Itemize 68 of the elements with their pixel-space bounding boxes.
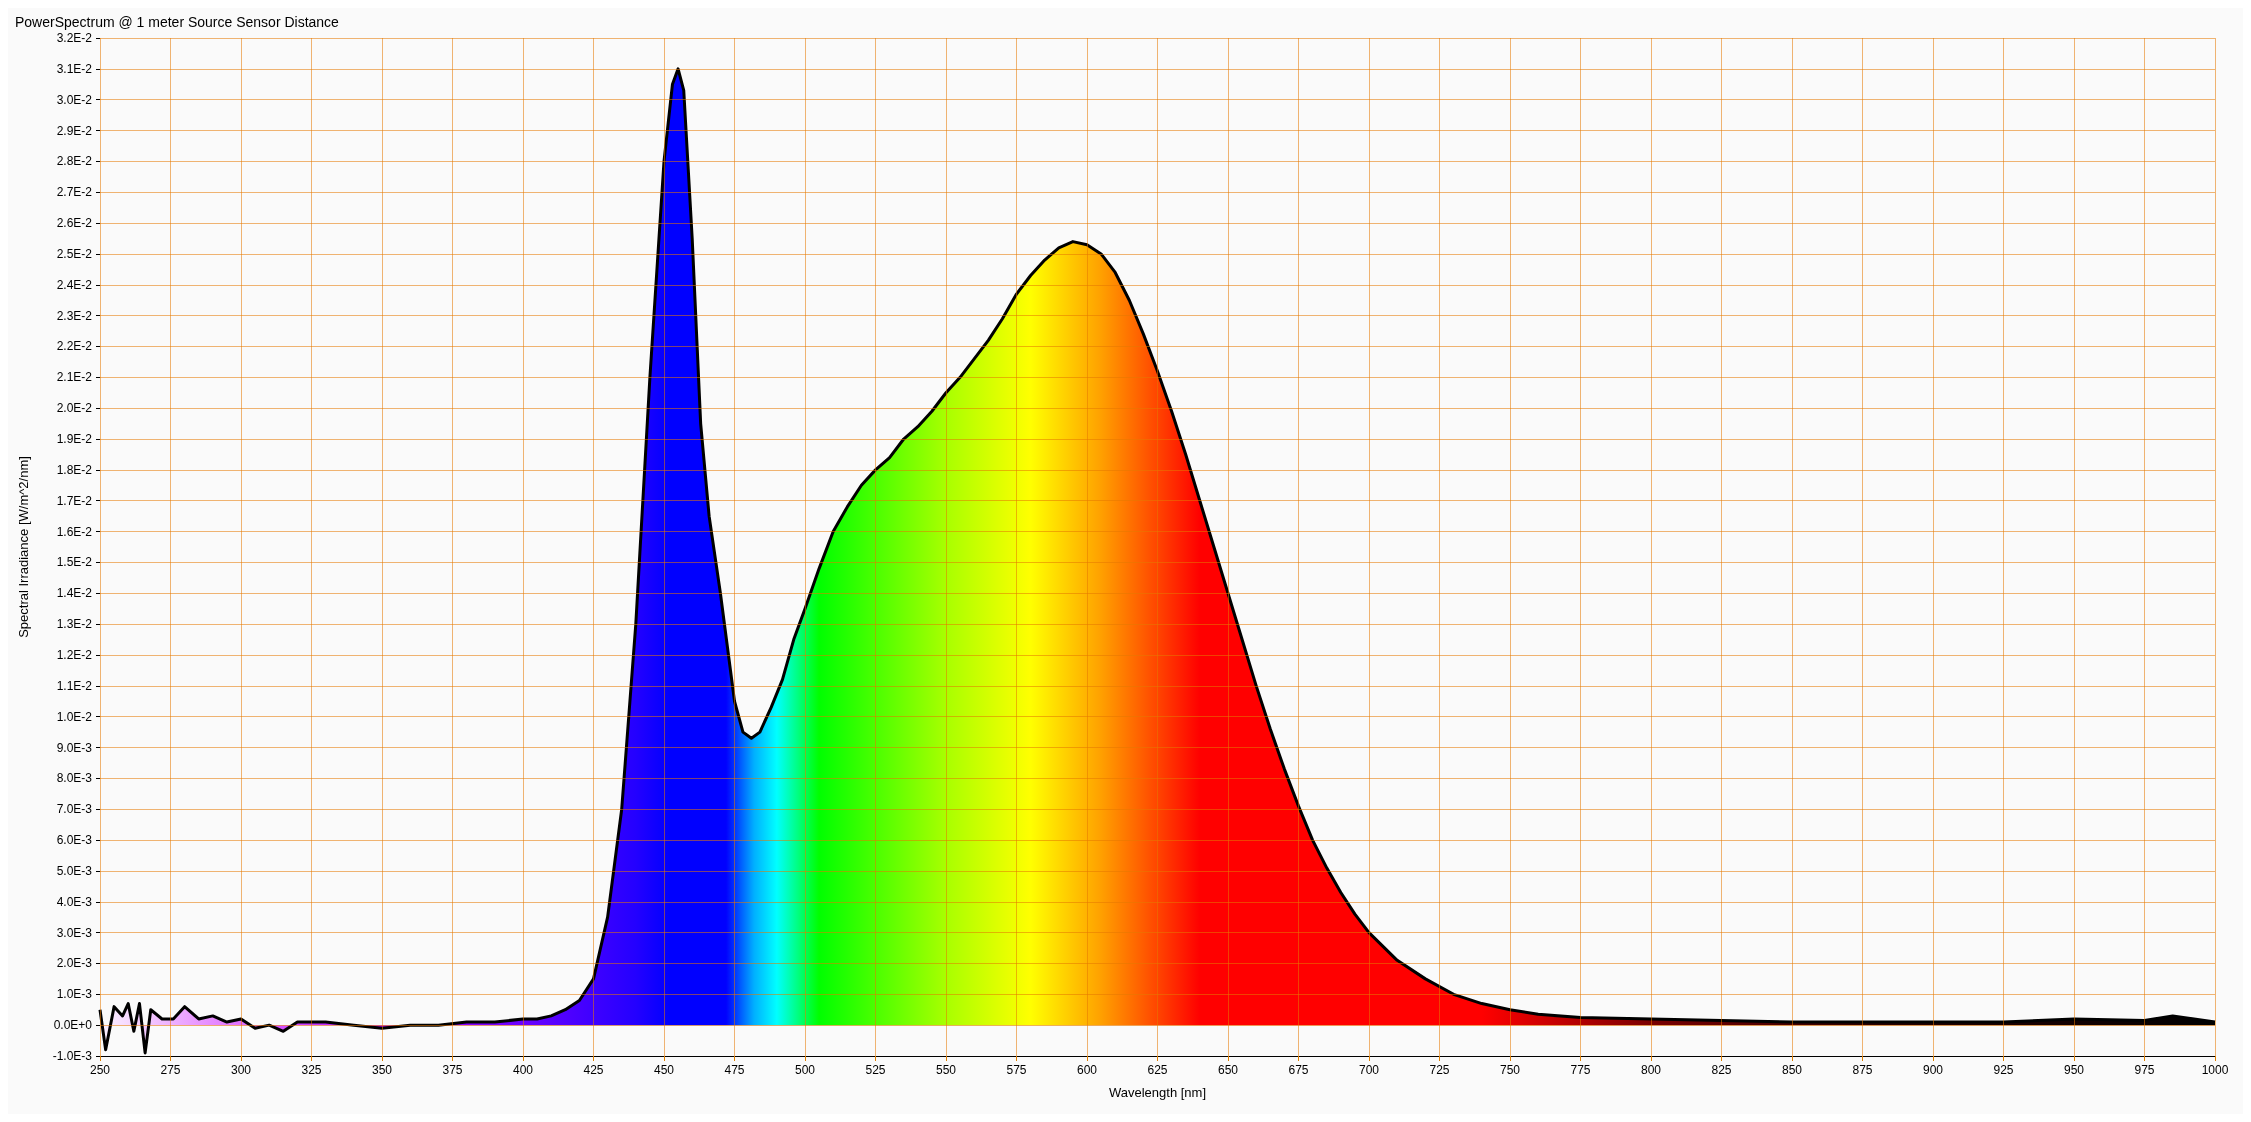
x-tick-label: 375: [442, 1063, 463, 1077]
y-tick-label: 0.0E+0: [53, 1018, 93, 1033]
y-tick-label: 8.0E-3: [56, 771, 93, 786]
x-axis-title: Wavelength [nm]: [1108, 1085, 1207, 1100]
x-tick-label: 475: [724, 1063, 745, 1077]
y-tick-label: 2.0E-2: [56, 401, 93, 416]
y-tick-label: 2.9E-2: [56, 123, 93, 138]
x-tick-label: 725: [1429, 1063, 1450, 1077]
x-tick-label: 800: [1640, 1063, 1662, 1077]
y-tick-label: 2.0E-3: [56, 956, 93, 971]
x-tick-label: 300: [230, 1063, 252, 1077]
y-tick-label: 2.1E-2: [56, 370, 93, 385]
y-tick-label: 3.2E-2: [56, 31, 93, 45]
x-tick-label: 975: [2134, 1063, 2155, 1077]
x-tick-label: 325: [301, 1063, 322, 1077]
y-tick-label: 1.8E-2: [56, 462, 93, 477]
y-tick-label: 1.5E-2: [56, 555, 93, 570]
y-tick-label: 2.2E-2: [56, 339, 93, 354]
chart-title: PowerSpectrum @ 1 meter Source Sensor Distance: [15, 14, 340, 30]
x-tick-label: 700: [1358, 1063, 1380, 1077]
x-tick-label: 425: [583, 1063, 604, 1077]
y-axis-title: Spectral Irradiance [W/m^2/nm]: [16, 456, 31, 638]
y-tick-label: 1.7E-2: [56, 493, 93, 508]
y-tick-label: 3.0E-3: [56, 925, 93, 940]
x-tick-label: 550: [935, 1063, 957, 1077]
x-tick-label: 875: [1852, 1063, 1873, 1077]
y-tick-label: 6.0E-3: [56, 833, 93, 848]
y-tick-label: 7.0E-3: [56, 802, 93, 817]
y-tick-label: 1.0E-2: [56, 709, 93, 724]
y-tick-label: 2.8E-2: [56, 154, 93, 169]
y-tick-label: 2.6E-2: [56, 216, 93, 231]
x-tick-label: 950: [2063, 1063, 2085, 1077]
x-tick-label: 650: [1217, 1063, 1239, 1077]
y-tick-label: 5.0E-3: [56, 863, 93, 878]
y-tick-label: 1.4E-2: [56, 586, 93, 601]
x-tick-label: 825: [1711, 1063, 1732, 1077]
x-tick-label: 750: [1499, 1063, 1521, 1077]
x-tick-label: 900: [1922, 1063, 1944, 1077]
x-tick-label: 275: [160, 1063, 181, 1077]
x-tick-label: 625: [1147, 1063, 1168, 1077]
y-tick-label: 1.2E-2: [56, 647, 93, 662]
x-tick-label: 925: [1993, 1063, 2014, 1077]
y-tick-label: 1.1E-2: [56, 678, 93, 693]
y-tick-label: 9.0E-3: [56, 740, 93, 755]
x-tick-label: 250: [89, 1063, 111, 1077]
x-tick-label: 350: [371, 1063, 393, 1077]
y-tick-label: 3.1E-2: [56, 61, 93, 76]
y-tick-label: 2.4E-2: [56, 277, 93, 292]
y-tick-label: 2.5E-2: [56, 246, 93, 261]
x-tick-label: 775: [1570, 1063, 1591, 1077]
x-tick-label: 575: [1006, 1063, 1027, 1077]
y-tick-label: 4.0E-3: [56, 894, 93, 909]
y-tick-label: -1.0E-3: [52, 1049, 93, 1063]
x-tick-label: 675: [1288, 1063, 1309, 1077]
y-tick-label: 1.9E-2: [56, 432, 93, 447]
x-tick-label: 600: [1076, 1063, 1098, 1077]
y-tick-label: 3.0E-2: [56, 92, 93, 107]
y-tick-label: 2.7E-2: [56, 185, 93, 200]
y-tick-label: 1.6E-2: [56, 524, 93, 539]
x-tick-label: 450: [653, 1063, 675, 1077]
y-tick-label: 1.0E-3: [56, 987, 93, 1002]
x-tick-label: 525: [865, 1063, 886, 1077]
x-tick-label: 1000: [2201, 1063, 2229, 1077]
y-tick-label: 2.3E-2: [56, 308, 93, 323]
y-tick-label: 1.3E-2: [56, 617, 93, 632]
x-tick-label: 400: [512, 1063, 534, 1077]
x-tick-label: 850: [1781, 1063, 1803, 1077]
x-tick-label: 500: [794, 1063, 816, 1077]
